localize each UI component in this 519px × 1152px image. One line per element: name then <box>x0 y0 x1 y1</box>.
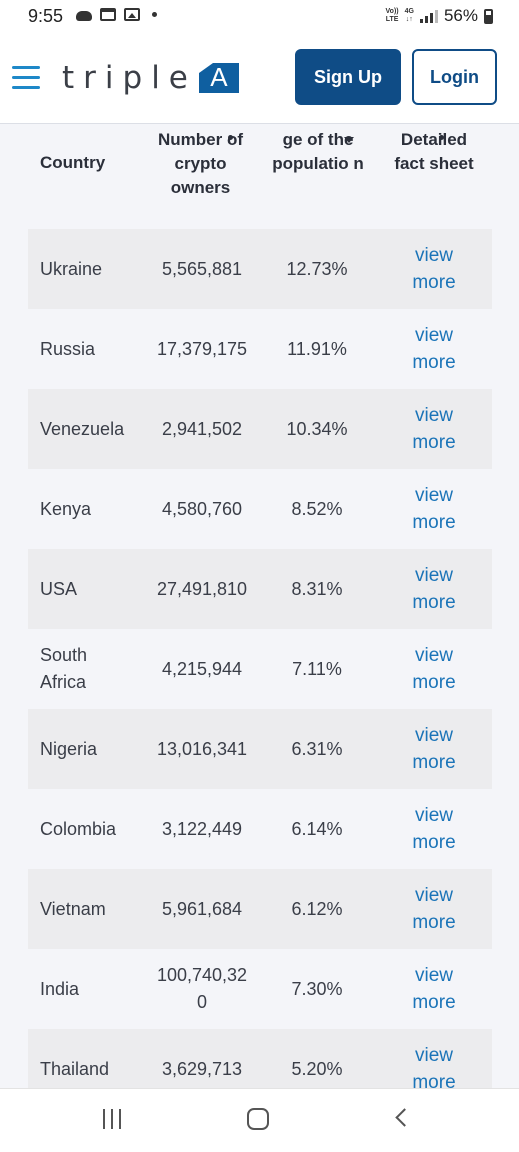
cell-owners: 17,379,175 <box>156 338 248 359</box>
status-time: 9:55 <box>28 6 64 26</box>
view-more-link[interactable]: view more <box>412 325 456 373</box>
view-more-link[interactable]: view more <box>412 245 456 293</box>
more-notifications-dot-icon <box>152 12 157 17</box>
battery-icon <box>484 8 493 24</box>
cell-country: Vietnam <box>40 898 106 919</box>
cell-percentage: 8.52% <box>291 498 343 519</box>
sort-down-icon[interactable] <box>344 137 354 143</box>
view-more-link[interactable]: view more <box>412 565 456 613</box>
cell-country: Kenya <box>40 498 92 519</box>
cell-country: Colombia <box>40 818 117 839</box>
cell-owners: 3,122,449 <box>161 818 243 839</box>
calendar-icon <box>100 8 116 21</box>
recents-icon[interactable] <box>103 1109 121 1129</box>
home-icon[interactable] <box>247 1108 269 1130</box>
cloud-icon <box>76 10 92 21</box>
cell-owners: 27,491,810 <box>156 578 248 599</box>
cell-owners: 13,016,341 <box>156 738 248 759</box>
cell-owners: 5,565,881 <box>161 258 243 279</box>
view-more-link[interactable]: view more <box>412 645 456 693</box>
table-header: Country Number of crypto owners ge of th… <box>28 125 492 229</box>
cell-owners: 5,961,684 <box>161 898 243 919</box>
logo-text: triple <box>62 60 197 96</box>
cell-percentage: 6.14% <box>291 818 343 839</box>
view-more-link[interactable]: view more <box>412 805 456 853</box>
table-row: Vietnam 5,961,684 6.12% view more <box>28 869 492 949</box>
view-more-link[interactable]: view more <box>412 485 456 533</box>
cell-percentage: 7.30% <box>291 978 343 999</box>
cell-country: Ukraine <box>40 258 103 279</box>
status-bar: 9:55 Vo)) LTE 4G ↓↑ 56% <box>0 0 519 34</box>
sort-marker-icon <box>439 135 444 140</box>
sign-up-button[interactable]: Sign Up <box>295 49 401 105</box>
battery-percent: 56% <box>443 6 478 25</box>
cell-country: Nigeria <box>40 738 98 759</box>
signal-icon <box>419 9 438 23</box>
cell-percentage: 7.11% <box>292 658 342 679</box>
view-more-link[interactable]: view more <box>412 1045 456 1093</box>
cell-country: Russia <box>40 338 96 359</box>
table-row: Colombia 3,122,449 6.14% view more <box>28 789 492 869</box>
column-header-fact-sheet[interactable]: Detailed fact sheet <box>394 130 474 173</box>
view-more-link[interactable]: view more <box>412 965 456 1013</box>
cell-owners: 4,580,760 <box>161 498 243 519</box>
view-more-link[interactable]: view more <box>412 725 456 773</box>
volte-icon: Vo)) LTE <box>385 8 399 23</box>
table-row: Ukraine 5,565,881 12.73% view more <box>28 229 492 309</box>
cell-owners: 4,215,944 <box>161 658 243 679</box>
table-row: South Africa 4,215,944 7.11% view more <box>28 629 492 709</box>
table-row: India 100,740,320 7.30% view more <box>28 949 492 1029</box>
android-nav-bar <box>0 1088 519 1152</box>
site-header: triple A Sign Up Login <box>0 34 519 124</box>
back-icon[interactable] <box>395 1108 414 1127</box>
table-row: Russia 17,379,175 11.91% view more <box>28 309 492 389</box>
cell-percentage: 12.73% <box>286 258 348 279</box>
cell-owners: 3,629,713 <box>161 1058 243 1079</box>
cell-percentage: 8.31% <box>291 578 343 599</box>
cell-country: South Africa <box>40 645 88 692</box>
cell-percentage: 6.31% <box>291 738 343 759</box>
cell-country: Thailand <box>40 1058 110 1079</box>
column-header-country[interactable]: Country <box>40 153 106 172</box>
cell-owners: 2,941,502 <box>161 418 243 439</box>
table-row: Venezuela 2,941,502 10.34% view more <box>28 389 492 469</box>
view-more-link[interactable]: view more <box>412 405 456 453</box>
cell-country: Venezuela <box>40 418 125 439</box>
column-header-percentage[interactable]: ge of the populatio n <box>272 130 364 173</box>
cell-country: USA <box>40 578 78 599</box>
sort-marker-icon <box>228 135 233 140</box>
notification-icons <box>76 8 157 21</box>
table-row: Kenya 4,580,760 8.52% view more <box>28 469 492 549</box>
cell-percentage: 5.20% <box>291 1058 343 1079</box>
triple-a-logo[interactable]: triple A <box>62 60 239 96</box>
cell-country: India <box>40 978 80 999</box>
cell-percentage: 6.12% <box>291 898 343 919</box>
logo-mark: A <box>198 62 239 93</box>
table-row: Nigeria 13,016,341 6.31% view more <box>28 709 492 789</box>
cell-percentage: 11.91% <box>287 338 347 359</box>
image-icon <box>124 8 140 21</box>
crypto-owners-table: Country Number of crypto owners ge of th… <box>28 125 492 1109</box>
menu-icon[interactable] <box>12 66 40 90</box>
cell-owners: 100,740,320 <box>156 965 248 1012</box>
data-4g-icon: 4G ↓↑ <box>404 8 414 23</box>
cell-percentage: 10.34% <box>286 418 348 439</box>
table-body: Ukraine 5,565,881 12.73% view more Russia 17,… <box>28 229 492 1109</box>
view-more-link[interactable]: view more <box>412 885 456 933</box>
table-row: USA 27,491,810 8.31% view more <box>28 549 492 629</box>
login-button[interactable]: Login <box>412 49 497 105</box>
system-status: Vo)) LTE 4G ↓↑ 56% <box>386 6 493 26</box>
column-header-owners[interactable]: Number of crypto owners <box>158 130 243 197</box>
